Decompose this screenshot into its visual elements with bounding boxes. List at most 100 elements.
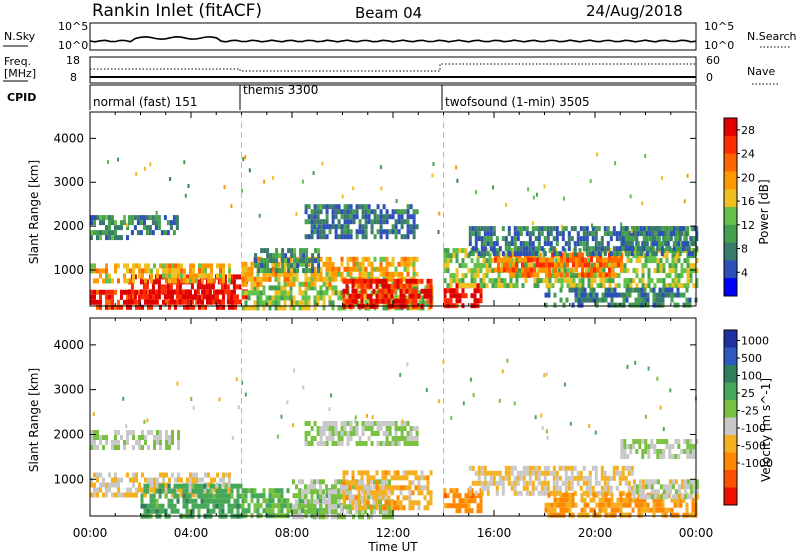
- data-cell: [412, 281, 416, 287]
- data-cell: [473, 268, 477, 274]
- data-cell: [479, 298, 483, 304]
- data-cell: [289, 300, 293, 306]
- data-cell: [653, 479, 657, 485]
- data-cell: [388, 421, 392, 426]
- x-tick-label: 00:00: [73, 526, 108, 540]
- data-cell: [313, 489, 316, 495]
- data-cell: [177, 435, 180, 440]
- data-cell: [446, 298, 450, 304]
- data-cell: [159, 445, 162, 450]
- data-cell: [555, 470, 559, 476]
- data-cell: [117, 440, 120, 445]
- data-cell: [141, 430, 144, 435]
- data-cell: [319, 276, 323, 282]
- data-cell: [111, 477, 114, 483]
- data-cell: [375, 278, 379, 284]
- data-cell: [367, 219, 371, 225]
- data-cell: [686, 273, 690, 279]
- data-cell: [516, 231, 520, 237]
- data-cell: [406, 219, 410, 225]
- data-cell: [668, 479, 672, 485]
- data-cell: [515, 267, 518, 273]
- data-cell: [345, 283, 349, 289]
- data-cell: [90, 445, 93, 450]
- data-cell: [114, 445, 117, 450]
- data-cell: [367, 204, 371, 210]
- data-cell: [522, 241, 526, 247]
- data-cell: [129, 304, 132, 310]
- data-cell: [467, 508, 471, 514]
- data-cell: [653, 283, 657, 289]
- data-cell: [486, 485, 490, 491]
- data-cell: [171, 430, 174, 435]
- data-cell: [275, 263, 279, 269]
- data-cell: [376, 214, 380, 220]
- data-cell: [307, 305, 311, 311]
- data-cell: [343, 421, 347, 426]
- data-cell: [525, 465, 529, 471]
- data-cell: [685, 507, 689, 513]
- data-cell: [90, 215, 93, 221]
- data-cell: [236, 488, 240, 494]
- data-cell: [256, 493, 260, 499]
- data-cell: [512, 267, 515, 273]
- data-cell: [295, 211, 298, 216]
- data-cell: [385, 426, 389, 431]
- data-cell: [129, 492, 132, 498]
- data-cell: [608, 278, 612, 284]
- data-cell: [174, 304, 177, 310]
- data-cell: [253, 493, 257, 499]
- data-cell: [325, 441, 329, 446]
- data-cell: [408, 480, 412, 486]
- data-cell: [415, 224, 419, 230]
- data-cell: [138, 273, 141, 279]
- data-cell: [277, 281, 281, 287]
- data-cell: [293, 368, 296, 373]
- data-cell: [624, 465, 628, 471]
- data-cell: [656, 278, 660, 284]
- data-cell: [99, 482, 102, 488]
- data-cell: [613, 302, 617, 308]
- data-cell: [563, 263, 567, 269]
- data-cell: [130, 289, 134, 295]
- data-cell: [660, 251, 664, 257]
- data-cell: [361, 509, 364, 515]
- data-cell: [138, 263, 141, 269]
- data-cell: [146, 503, 150, 509]
- data-cell: [228, 268, 231, 274]
- data-cell: [361, 234, 365, 240]
- data-cell: [635, 258, 639, 264]
- data-cell: [219, 477, 222, 483]
- data-cell: [552, 480, 556, 486]
- data-cell: [604, 497, 608, 503]
- data-cell: [367, 256, 371, 262]
- data-cell: [102, 268, 105, 274]
- data-cell: [512, 262, 515, 268]
- y-axis-label-power: Slant Range [km]: [27, 160, 41, 264]
- colorbar-segment: [724, 242, 737, 261]
- data-cell: [123, 273, 126, 279]
- data-cell: [497, 273, 501, 279]
- data-cell: [543, 490, 547, 496]
- data-cell: [560, 262, 563, 268]
- data-cell: [543, 485, 547, 491]
- data-cell: [644, 283, 648, 289]
- data-cell: [111, 482, 114, 488]
- data-cell: [610, 297, 614, 303]
- data-cell: [263, 248, 267, 254]
- data-cell: [328, 499, 331, 505]
- data-cell: [315, 223, 318, 228]
- data-cell: [387, 470, 391, 476]
- data-cell: [583, 507, 587, 513]
- data-cell: [156, 440, 159, 445]
- data-cell: [443, 268, 447, 274]
- data-cell: [394, 266, 398, 272]
- data-cell: [513, 226, 517, 232]
- data-cell: [521, 257, 524, 263]
- data-cell: [155, 498, 159, 504]
- data-cell: [693, 236, 697, 242]
- data-cell: [587, 262, 590, 268]
- data-cell: [166, 220, 170, 226]
- data-cell: [277, 305, 281, 311]
- data-cell: [455, 278, 459, 284]
